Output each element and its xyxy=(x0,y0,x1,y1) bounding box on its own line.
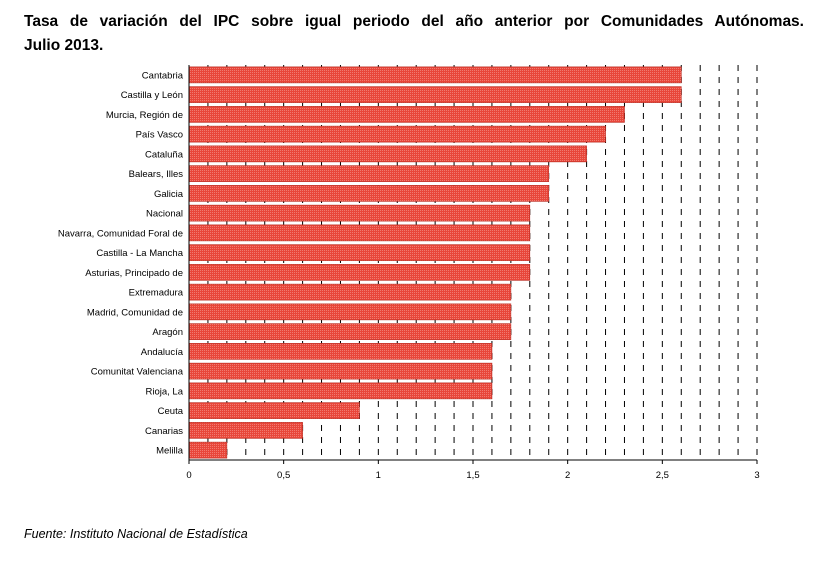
source-note: Fuente: Instituto Nacional de Estadístic… xyxy=(24,527,248,541)
category-label: Cataluña xyxy=(145,149,184,160)
bar xyxy=(188,402,360,419)
category-label: Castilla - La Mancha xyxy=(96,248,183,259)
category-label: Rioja, La xyxy=(146,386,184,397)
bar xyxy=(188,66,682,84)
bar xyxy=(188,204,531,222)
category-label: Extremadura xyxy=(129,288,184,299)
bar xyxy=(188,382,493,400)
bar xyxy=(188,283,512,301)
category-label: Navarra, Comunidad Foral de xyxy=(58,228,183,239)
x-tick-label: 0,5 xyxy=(277,470,290,481)
bar xyxy=(188,106,625,123)
category-label: Murcia, Región de xyxy=(106,110,183,121)
x-tick-label: 0 xyxy=(186,470,191,481)
category-label: Balears, Illes xyxy=(129,169,184,180)
x-tick-label: 2,5 xyxy=(656,470,669,481)
bar-chart: Cantabria Castilla y León Murcia, Región d… xyxy=(58,65,760,481)
bar xyxy=(188,362,493,380)
category-label: Asturias, Principado de xyxy=(85,268,183,279)
category-label: Comunitat Valenciana xyxy=(91,367,184,378)
category-label: Cantabria xyxy=(142,70,184,81)
bar xyxy=(188,264,531,281)
x-tick-label: 1,5 xyxy=(466,470,479,481)
bar xyxy=(188,224,531,242)
category-label: Melilla xyxy=(156,446,184,457)
x-tick-label: 1 xyxy=(376,470,381,481)
bar xyxy=(188,422,303,439)
bar xyxy=(188,86,682,103)
category-label: Castilla y León xyxy=(121,90,183,101)
chart-title-line-1: Tasa de variación del IPC sobre igual pe… xyxy=(24,13,804,30)
bar xyxy=(188,125,606,143)
chart-title: Tasa de variación del IPC sobre igual pe… xyxy=(24,10,804,58)
category-label: Galicia xyxy=(154,189,184,200)
category-label: Ceuta xyxy=(158,406,184,417)
category-label: Aragón xyxy=(152,327,183,338)
category-label: Madrid, Comunidad de xyxy=(87,307,183,318)
bar xyxy=(188,244,531,261)
x-tick-label: 2 xyxy=(565,470,570,481)
bar xyxy=(188,145,587,163)
category-label: Nacional xyxy=(146,209,183,220)
bar xyxy=(188,165,550,182)
bar xyxy=(188,303,512,321)
category-label: País Vasco xyxy=(136,130,183,141)
bar xyxy=(188,441,228,459)
category-label: Canarias xyxy=(145,426,183,437)
category-label: Andalucía xyxy=(141,347,184,358)
x-tick-label: 3 xyxy=(754,470,759,481)
chart-title-line-2: Julio 2013. xyxy=(24,37,104,54)
bar xyxy=(188,343,493,360)
bar xyxy=(188,185,550,202)
bar xyxy=(188,323,512,340)
